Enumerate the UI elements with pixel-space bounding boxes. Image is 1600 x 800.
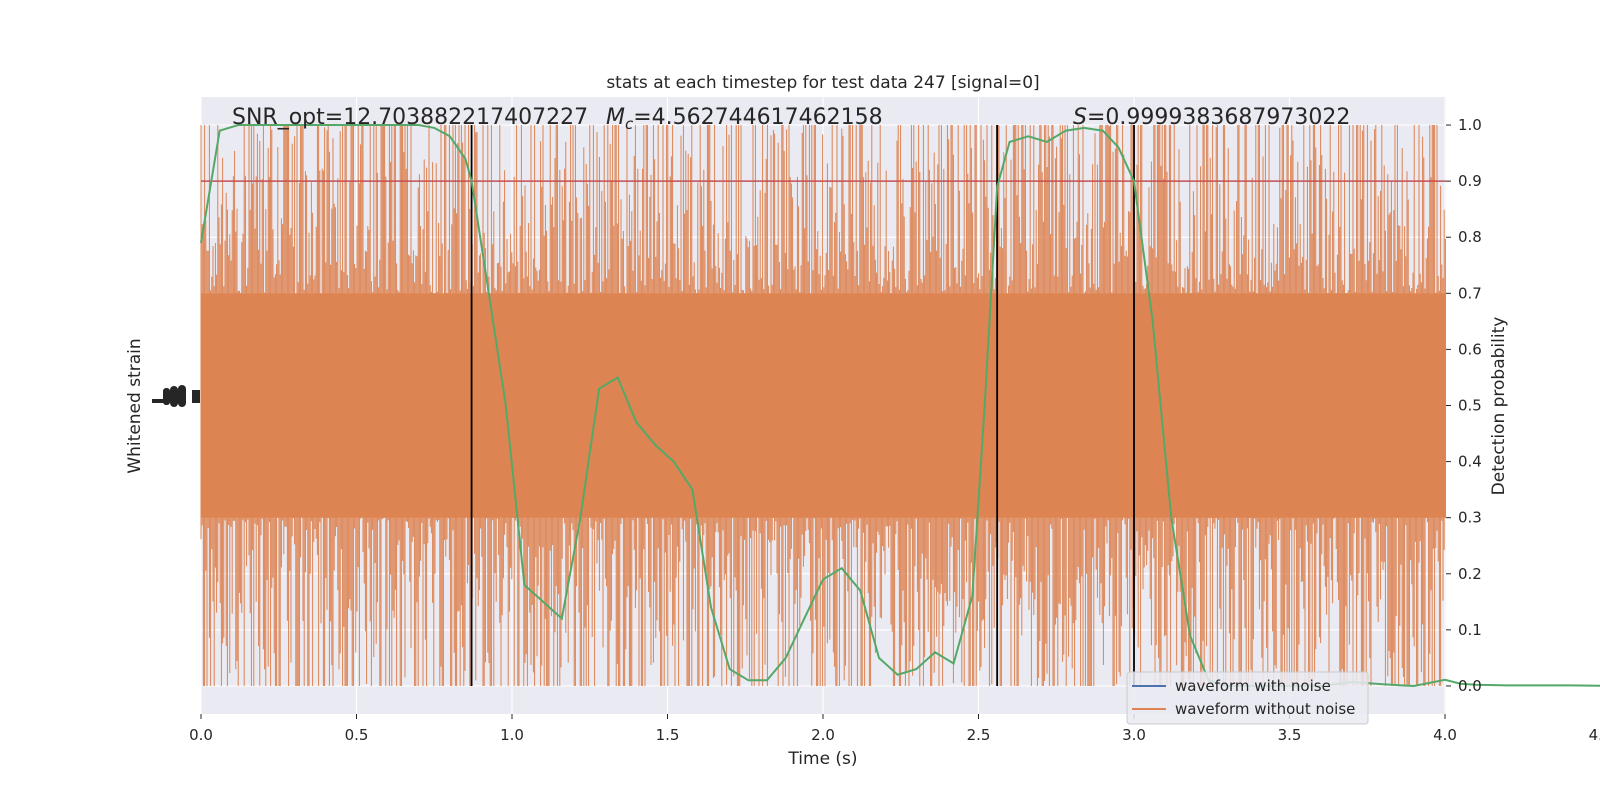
y-tick-label: 0.7 — [1458, 284, 1482, 302]
legend-box — [1126, 671, 1369, 725]
chirp-mass-annotation: Mc=4.562744617462158 — [606, 105, 883, 133]
detection-probability-line — [200, 124, 1600, 688]
x-ticks: 0.00.51.01.52.02.53.03.54.04.55.05.56.06… — [189, 714, 1600, 744]
x-axis-label: Time (s) — [787, 749, 857, 769]
legend: waveform with noise waveform without noi… — [1126, 671, 1369, 725]
y-tick-label: 0.4 — [1458, 453, 1482, 471]
x-tick-label: 4.0 — [1433, 726, 1457, 744]
chart-title: stats at each timestep for test data 247… — [606, 73, 1039, 93]
x-tick-label: 3.5 — [1278, 726, 1302, 744]
y-tick-label: 0.8 — [1458, 228, 1482, 246]
waveform-spikes — [200, 125, 1446, 686]
y-axis-label-left: Whitened strain — [125, 338, 145, 473]
y-tick-label: 0.5 — [1458, 397, 1482, 415]
x-tick-label: 1.5 — [656, 726, 680, 744]
x-tick-label: 2.0 — [811, 726, 835, 744]
x-tick-label: 4.5 — [1589, 726, 1600, 744]
s-annotation: S=0.9999383687973022 — [1073, 105, 1350, 130]
y-tick-label: 0.2 — [1458, 565, 1482, 583]
waveform-without-noise-trace — [200, 125, 1446, 686]
left-tick-cluster — [152, 385, 200, 407]
y-axis-label-right: Detection probability — [1489, 317, 1509, 496]
x-tick-label: 3.0 — [1122, 726, 1146, 744]
chirp-mass-symbol: M — [606, 105, 625, 130]
x-tick-label: 1.0 — [500, 726, 524, 744]
x-tick-label: 2.5 — [967, 726, 991, 744]
y-ticks-right: 0.0 0.1 0.2 0.3 0.4 0.5 0.6 0.7 0.8 0.9 1.0 — [1446, 116, 1482, 695]
x-tick-label: 0.5 — [345, 726, 369, 744]
y-tick-label: 0.3 — [1458, 509, 1482, 527]
x-tick-label: 0.0 — [189, 726, 213, 744]
chirp-mass-subscript: c — [625, 115, 634, 133]
s-value: =0.9999383687973022 — [1087, 105, 1350, 130]
y-tick-label: 1.0 — [1458, 116, 1482, 134]
y-tick-label: 0.9 — [1458, 172, 1482, 190]
legend-label-without-noise: waveform without noise — [1175, 700, 1355, 718]
s-symbol: S — [1073, 105, 1087, 130]
y-tick-label: 0.1 — [1458, 621, 1482, 639]
snr-annotation: SNR_opt=12.703882217407227 — [232, 105, 588, 130]
chirp-mass-value: =4.562744617462158 — [633, 105, 882, 130]
vertical-lines — [470, 125, 1135, 686]
y-tick-label: 0.0 — [1458, 677, 1482, 695]
y-tick-label: 0.6 — [1458, 340, 1482, 358]
legend-label-with-noise: waveform with noise — [1175, 677, 1331, 695]
